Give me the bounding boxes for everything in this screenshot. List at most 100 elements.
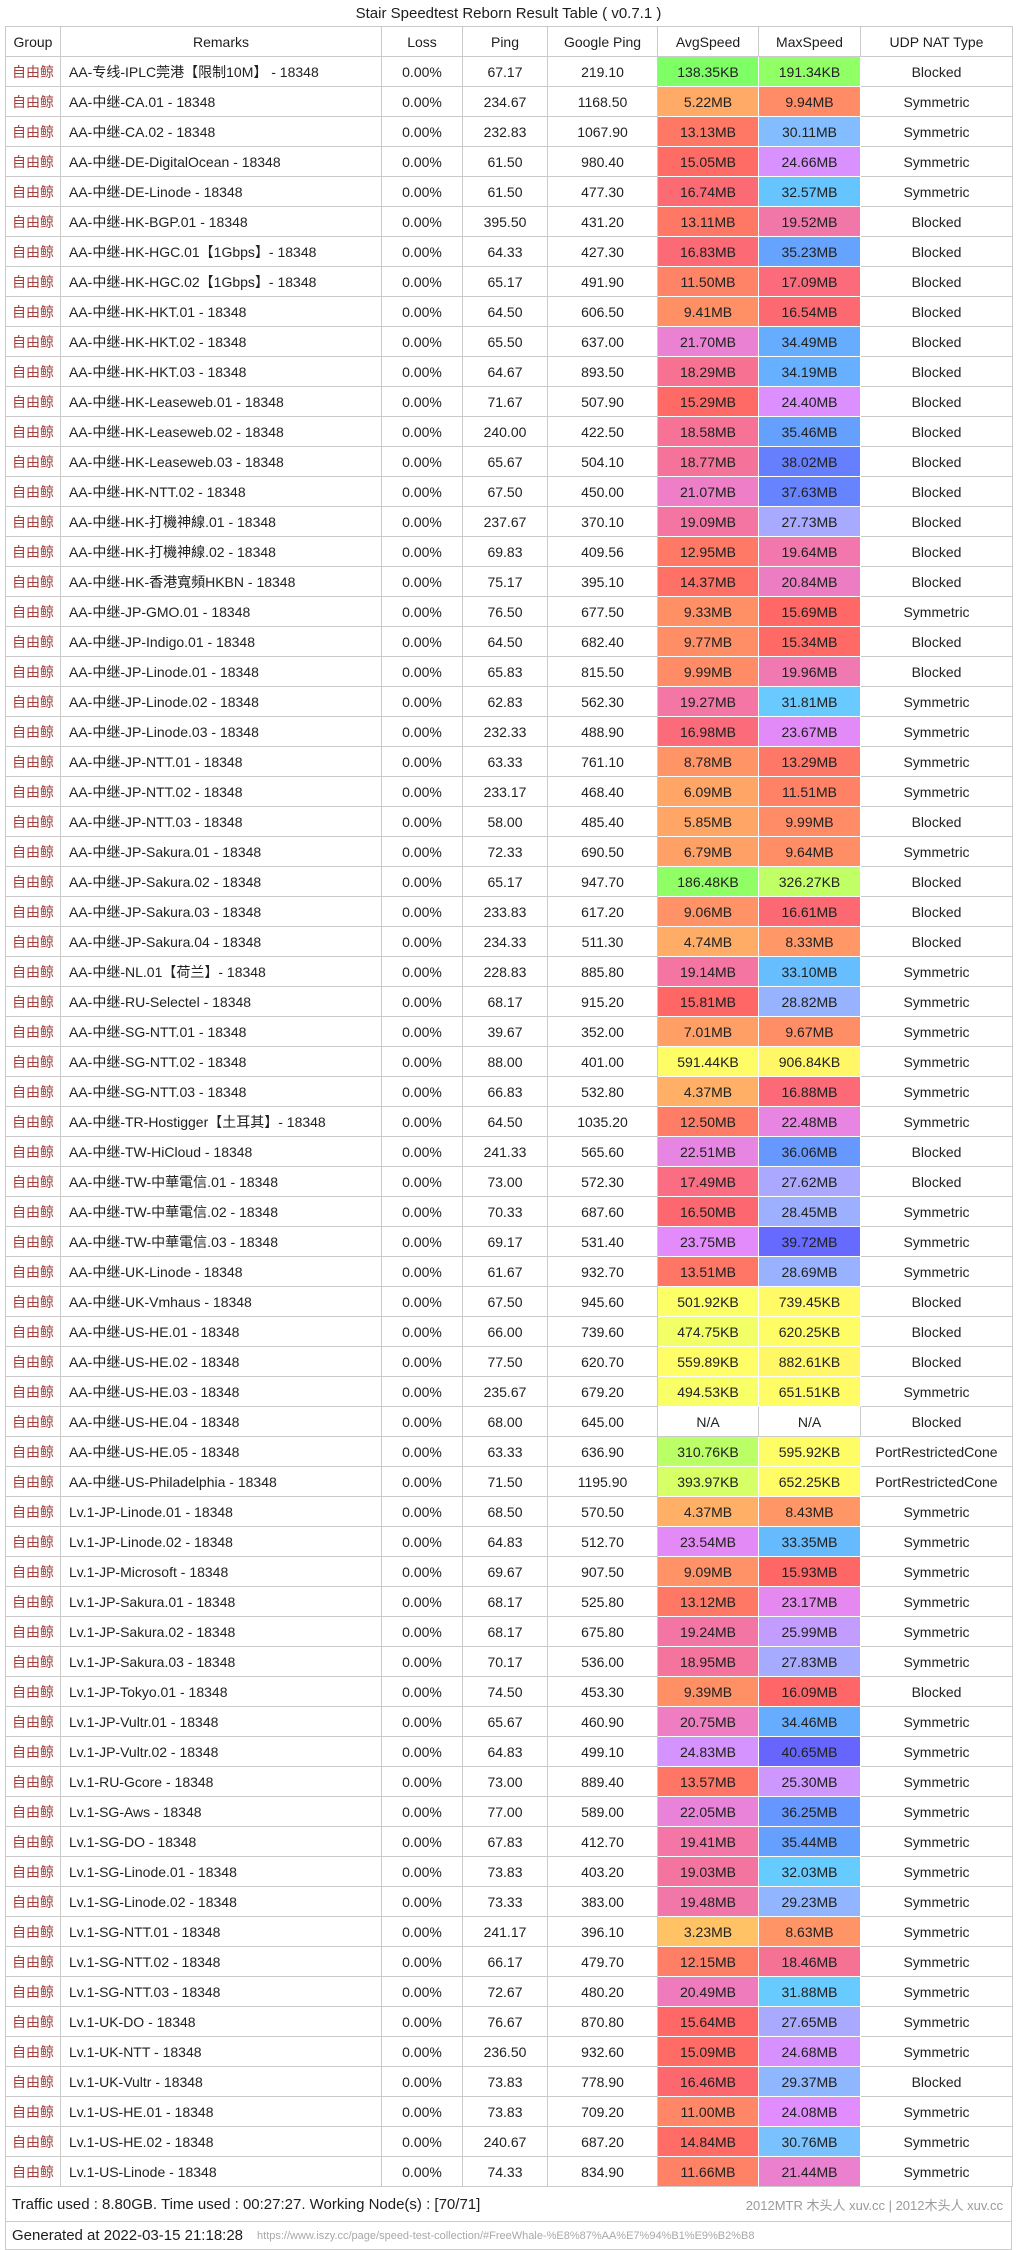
avg-speed-cell: 9.39MB: [658, 1677, 759, 1707]
google-ping-cell: 709.20: [548, 2097, 658, 2127]
group-cell: 自由鲸: [6, 1437, 61, 1467]
group-cell: 自由鲸: [6, 417, 61, 447]
google-ping-cell: 531.40: [548, 1227, 658, 1257]
loss-cell: 0.00%: [382, 627, 463, 657]
ping-cell: 68.17: [463, 987, 548, 1017]
loss-cell: 0.00%: [382, 807, 463, 837]
loss-cell: 0.00%: [382, 2097, 463, 2127]
avg-speed-cell: 9.06MB: [658, 897, 759, 927]
max-speed-cell: 36.25MB: [759, 1797, 861, 1827]
google-ping-cell: 565.60: [548, 1137, 658, 1167]
group-cell: 自由鲸: [6, 2157, 61, 2187]
table-row: 自由鲸 AA-中继-SG-NTT.03 - 18348 0.00% 66.83 532.…: [6, 1077, 1013, 1107]
google-ping-cell: 468.40: [548, 777, 658, 807]
remarks-cell: AA-中继-HK-HGC.02【1Gbps】- 18348: [61, 267, 382, 297]
loss-cell: 0.00%: [382, 1497, 463, 1527]
max-speed-cell: 22.48MB: [759, 1107, 861, 1137]
avg-speed-cell: 22.51MB: [658, 1137, 759, 1167]
loss-cell: 0.00%: [382, 687, 463, 717]
nat-type-cell: Blocked: [861, 567, 1013, 597]
nat-type-cell: Symmetric: [861, 717, 1013, 747]
ping-cell: 65.67: [463, 1707, 548, 1737]
avg-speed-cell: 16.98MB: [658, 717, 759, 747]
ping-cell: 232.83: [463, 117, 548, 147]
remarks-cell: Lv.1-JP-Microsoft - 18348: [61, 1557, 382, 1587]
google-ping-cell: 485.40: [548, 807, 658, 837]
remarks-cell: AA-中继-US-HE.01 - 18348: [61, 1317, 382, 1347]
max-speed-cell: 33.10MB: [759, 957, 861, 987]
group-cell: 自由鲸: [6, 1947, 61, 1977]
table-row: 自由鲸 Lv.1-SG-NTT.03 - 18348 0.00% 72.67 480.2…: [6, 1977, 1013, 2007]
results-table: Group Remarks Loss Ping Google Ping AvgS…: [5, 26, 1013, 2187]
google-ping-cell: 219.10: [548, 57, 658, 87]
google-ping-cell: 396.10: [548, 1917, 658, 1947]
google-ping-cell: 834.90: [548, 2157, 658, 2187]
nat-type-cell: Symmetric: [861, 837, 1013, 867]
nat-type-cell: Symmetric: [861, 1737, 1013, 1767]
max-speed-cell: 27.62MB: [759, 1167, 861, 1197]
loss-cell: 0.00%: [382, 927, 463, 957]
nat-type-cell: Symmetric: [861, 747, 1013, 777]
table-row: 自由鲸 AA-中继-HK-HKT.01 - 18348 0.00% 64.50 606.…: [6, 297, 1013, 327]
loss-cell: 0.00%: [382, 1437, 463, 1467]
ping-cell: 228.83: [463, 957, 548, 987]
ping-cell: 88.00: [463, 1047, 548, 1077]
max-speed-cell: 595.92KB: [759, 1437, 861, 1467]
avg-speed-cell: 13.51MB: [658, 1257, 759, 1287]
group-cell: 自由鲸: [6, 657, 61, 687]
group-cell: 自由鲸: [6, 1257, 61, 1287]
group-cell: 自由鲸: [6, 1557, 61, 1587]
group-cell: 自由鲸: [6, 537, 61, 567]
group-cell: 自由鲸: [6, 957, 61, 987]
col-header-ping: Ping: [463, 27, 548, 57]
loss-cell: 0.00%: [382, 2127, 463, 2157]
ping-cell: 77.50: [463, 1347, 548, 1377]
avg-speed-cell: 393.97KB: [658, 1467, 759, 1497]
remarks-cell: Lv.1-SG-Linode.01 - 18348: [61, 1857, 382, 1887]
nat-type-cell: PortRestrictedCone: [861, 1467, 1013, 1497]
max-speed-cell: 15.34MB: [759, 627, 861, 657]
google-ping-cell: 932.70: [548, 1257, 658, 1287]
table-row: 自由鲸 AA-中继-US-HE.04 - 18348 0.00% 68.00 645.0…: [6, 1407, 1013, 1437]
ping-cell: 73.33: [463, 1887, 548, 1917]
nat-type-cell: Symmetric: [861, 147, 1013, 177]
table-row: 自由鲸 Lv.1-SG-Linode.02 - 18348 0.00% 73.33 38…: [6, 1887, 1013, 1917]
nat-type-cell: Symmetric: [861, 1197, 1013, 1227]
source-url-text: https://www.iszy.cc/page/speed-test-coll…: [257, 2229, 755, 2242]
group-cell: 自由鲸: [6, 1467, 61, 1497]
group-cell: 自由鲸: [6, 387, 61, 417]
nat-type-cell: Blocked: [861, 447, 1013, 477]
table-row: 自由鲸 AA-中继-TW-中華電信.03 - 18348 0.00% 69.17 531…: [6, 1227, 1013, 1257]
nat-type-cell: Symmetric: [861, 1047, 1013, 1077]
remarks-cell: Lv.1-US-Linode - 18348: [61, 2157, 382, 2187]
max-speed-cell: 9.94MB: [759, 87, 861, 117]
table-row: 自由鲸 AA-中继-HK-HKT.03 - 18348 0.00% 64.67 893.…: [6, 357, 1013, 387]
remarks-cell: AA-中继-TW-HiCloud - 18348: [61, 1137, 382, 1167]
max-speed-cell: 16.88MB: [759, 1077, 861, 1107]
remarks-cell: Lv.1-JP-Tokyo.01 - 18348: [61, 1677, 382, 1707]
group-cell: 自由鲸: [6, 2067, 61, 2097]
ping-cell: 395.50: [463, 207, 548, 237]
table-row: 自由鲸 AA-中继-JP-Sakura.01 - 18348 0.00% 72.33 6…: [6, 837, 1013, 867]
google-ping-cell: 507.90: [548, 387, 658, 417]
loss-cell: 0.00%: [382, 1227, 463, 1257]
max-speed-cell: 18.46MB: [759, 1947, 861, 1977]
nat-type-cell: Symmetric: [861, 1797, 1013, 1827]
avg-speed-cell: 15.05MB: [658, 147, 759, 177]
ping-cell: 232.33: [463, 717, 548, 747]
table-row: 自由鲸 AA-中继-UK-Vmhaus - 18348 0.00% 67.50 945.…: [6, 1287, 1013, 1317]
max-speed-cell: 27.65MB: [759, 2007, 861, 2037]
remarks-cell: AA-中继-JP-Linode.02 - 18348: [61, 687, 382, 717]
max-speed-cell: 34.49MB: [759, 327, 861, 357]
nat-type-cell: Symmetric: [861, 2037, 1013, 2067]
google-ping-cell: 675.80: [548, 1617, 658, 1647]
loss-cell: 0.00%: [382, 1647, 463, 1677]
ping-cell: 74.50: [463, 1677, 548, 1707]
loss-cell: 0.00%: [382, 1167, 463, 1197]
nat-type-cell: Symmetric: [861, 687, 1013, 717]
loss-cell: 0.00%: [382, 117, 463, 147]
table-row: 自由鲸 AA-中继-JP-Indigo.01 - 18348 0.00% 64.50 6…: [6, 627, 1013, 657]
loss-cell: 0.00%: [382, 1137, 463, 1167]
avg-speed-cell: 19.41MB: [658, 1827, 759, 1857]
nat-type-cell: Blocked: [861, 1677, 1013, 1707]
